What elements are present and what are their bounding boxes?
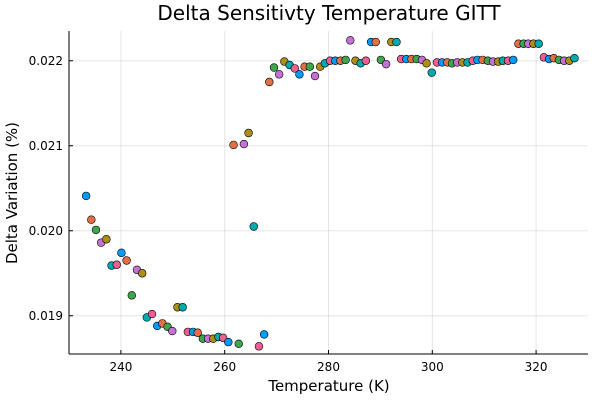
y-tick-label: 0.021: [29, 139, 63, 153]
data-point: [112, 260, 121, 269]
data-point: [381, 59, 391, 69]
data-point: [244, 128, 253, 138]
data-point: [137, 269, 147, 278]
data-point: [361, 56, 371, 65]
data-point: [147, 309, 157, 319]
data-point: [249, 222, 258, 231]
data-point: [509, 55, 518, 65]
data-point: [422, 59, 431, 68]
chart-title: Delta Sensitivty Temperature GITT: [157, 1, 501, 25]
data-point: [178, 303, 187, 312]
data-point: [346, 36, 355, 45]
data-point: [259, 330, 269, 339]
y-axis-label: Delta Variation (%): [3, 122, 21, 264]
data-point: [274, 70, 284, 79]
x-tick-label: 320: [525, 360, 548, 374]
data-point: [234, 339, 243, 348]
y-tick-label: 0.020: [29, 224, 63, 238]
data-point: [87, 215, 96, 224]
x-axis-label: Temperature (K): [267, 377, 389, 395]
x-tick-label: 240: [109, 360, 132, 374]
grid: [69, 31, 588, 354]
data-point: [193, 328, 202, 337]
data-point: [81, 191, 91, 201]
data-point: [168, 326, 177, 336]
data-point: [305, 62, 315, 71]
y-tick-label: 0.019: [29, 309, 63, 323]
data-point: [371, 37, 380, 47]
x-tick-label: 260: [213, 360, 236, 374]
data-point: [229, 140, 238, 150]
axis-ticks: 240 260 280 300 320 0.019 0.020 0.021 0.022: [29, 54, 548, 374]
data-point: [117, 248, 126, 258]
data-point: [239, 139, 249, 149]
data-point: [295, 70, 304, 79]
data-point: [127, 291, 136, 300]
data-point: [427, 68, 436, 77]
y-tick-label: 0.022: [29, 54, 63, 68]
data-points: [81, 36, 579, 351]
x-tick-label: 280: [317, 360, 340, 374]
data-point: [91, 225, 101, 235]
data-point: [534, 39, 543, 48]
data-point: [269, 63, 279, 72]
data-point: [310, 71, 320, 81]
data-point: [254, 342, 264, 351]
data-point: [290, 64, 299, 73]
data-point: [341, 55, 350, 65]
data-point: [392, 37, 401, 47]
data-point: [224, 337, 233, 347]
data-point: [570, 53, 579, 63]
data-point: [102, 235, 111, 244]
data-point: [122, 256, 131, 265]
data-point: [265, 77, 274, 87]
x-tick-label: 300: [421, 360, 444, 374]
